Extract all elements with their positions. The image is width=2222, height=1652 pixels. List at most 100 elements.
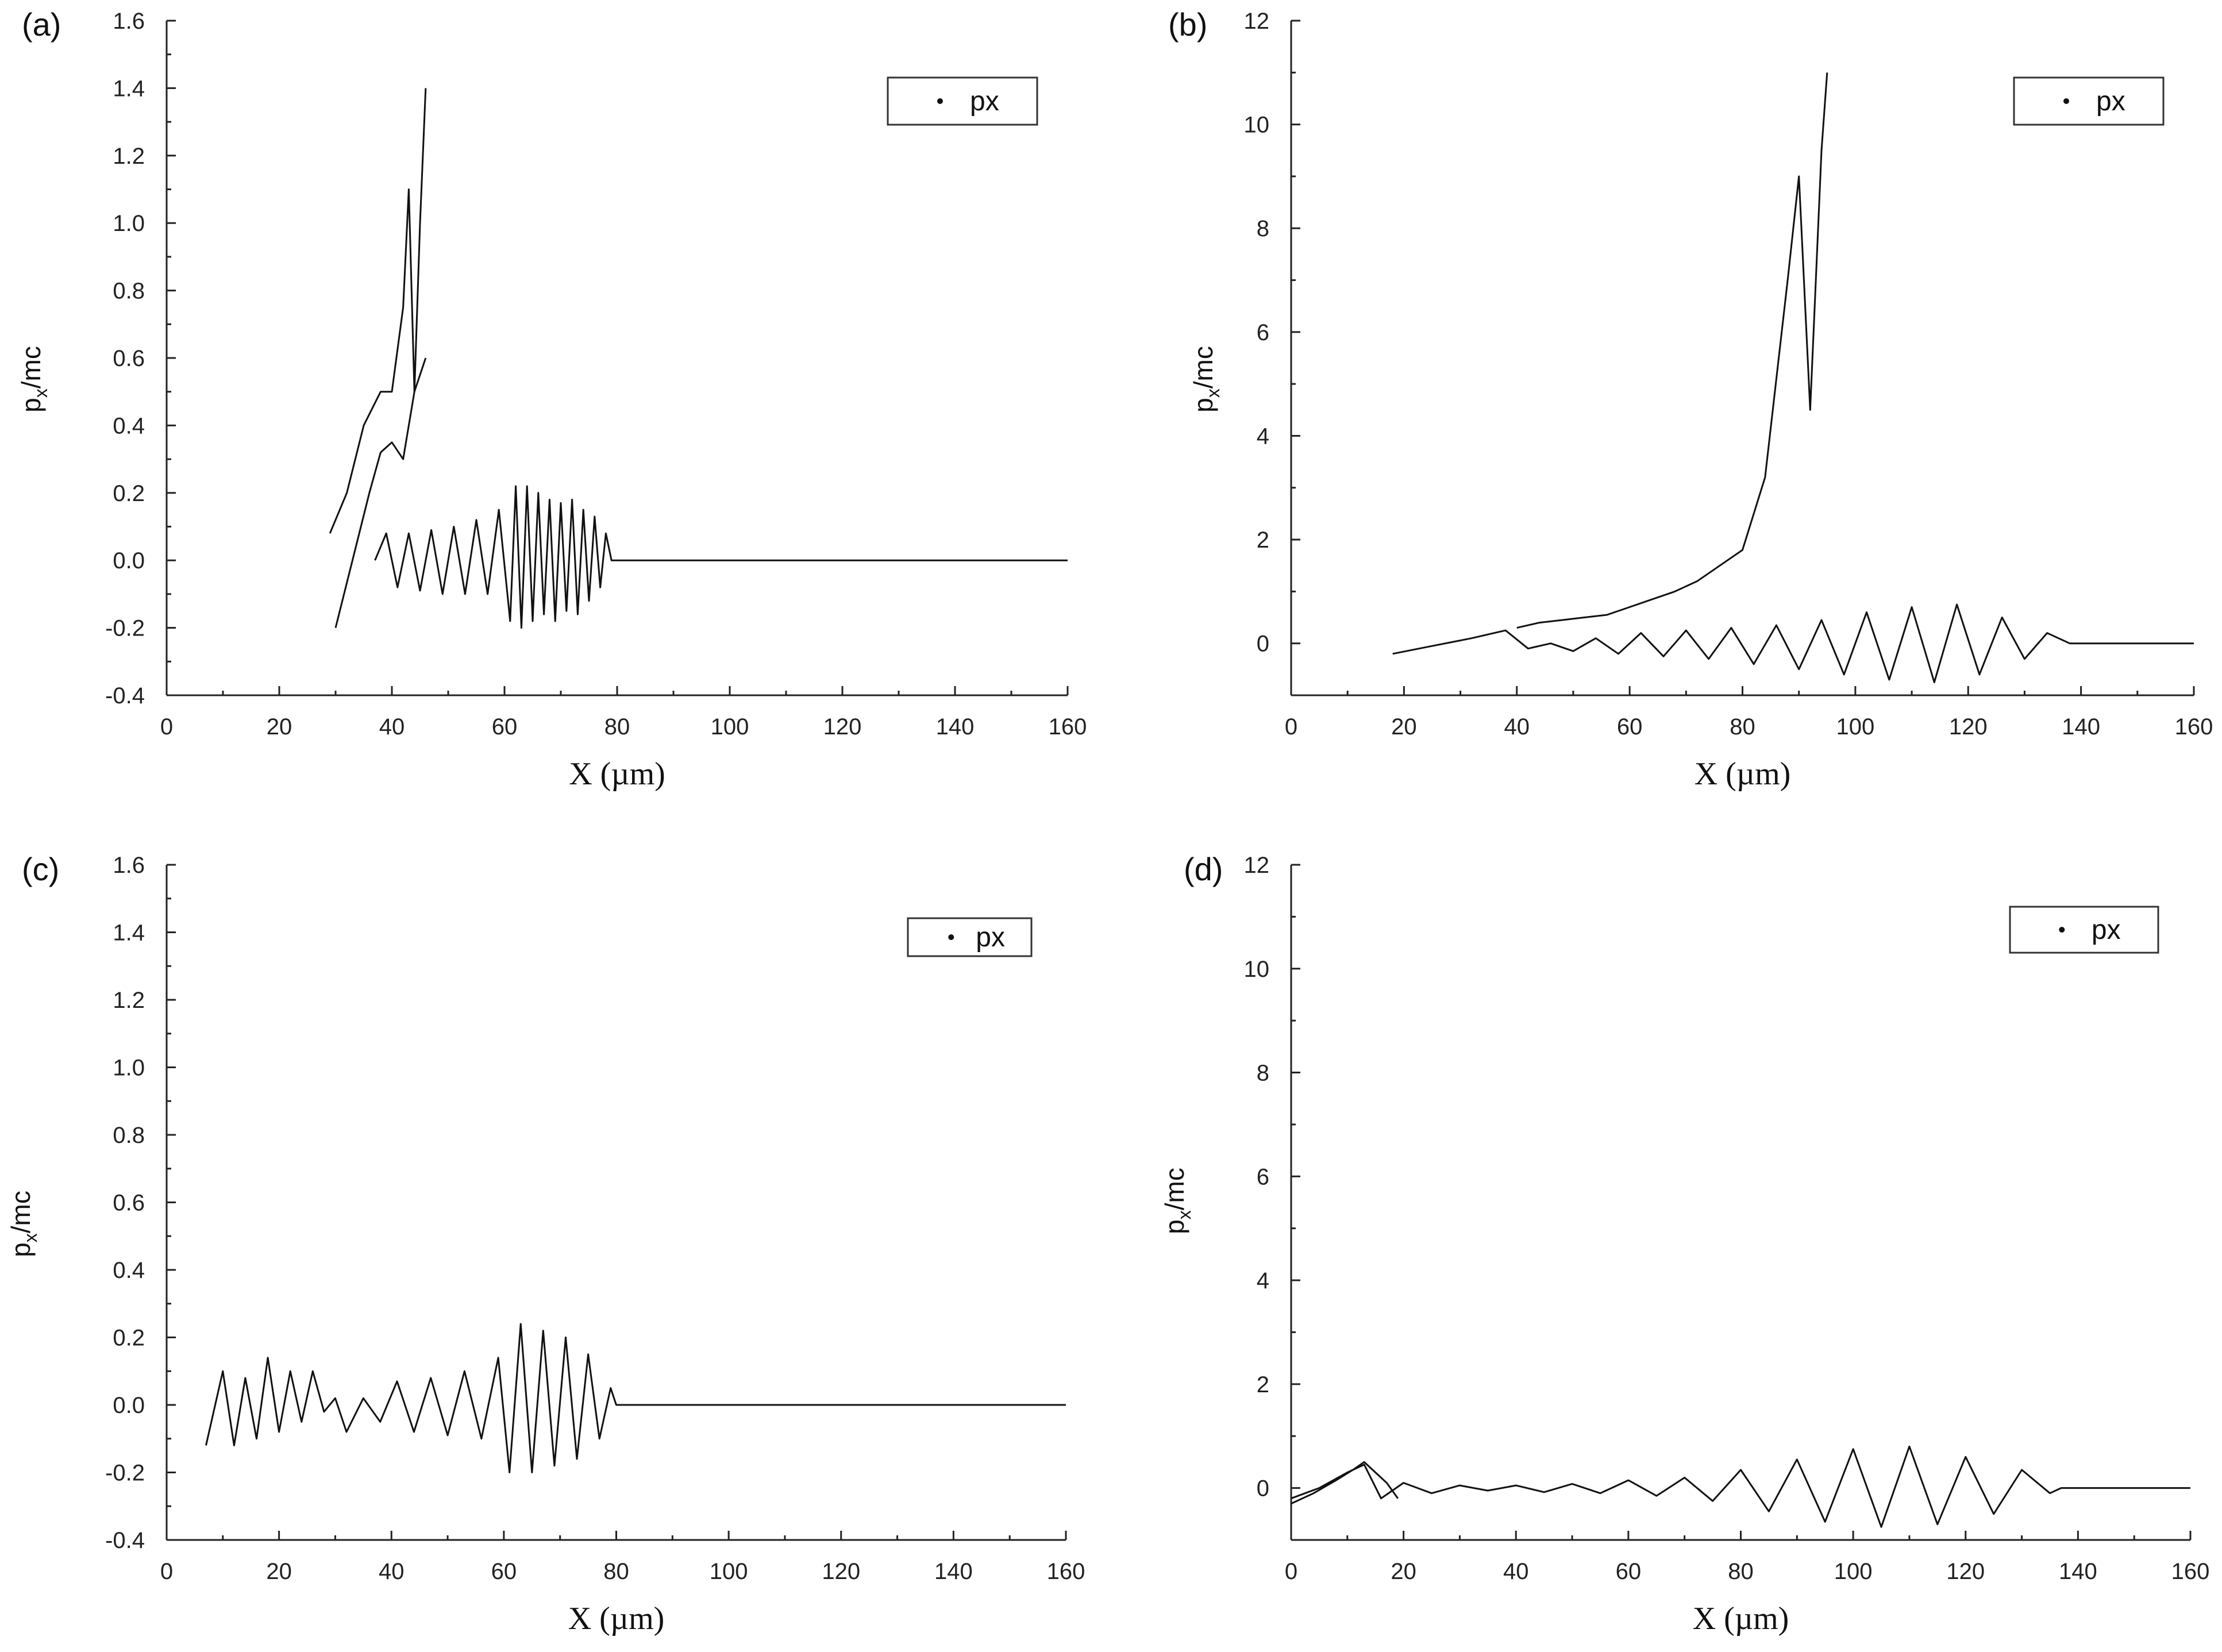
y-tick-label: 1.4 [113, 921, 145, 946]
x-tick-label: 40 [1503, 1559, 1529, 1584]
y-axis-title: px/mc [6, 1191, 41, 1257]
legend-marker [937, 98, 943, 104]
y-tick-label: -0.4 [105, 1528, 145, 1553]
y-tick-label: 0 [1257, 631, 1269, 657]
legend: px [2013, 76, 2165, 126]
y-tick-label: 0.6 [113, 346, 145, 371]
x-axis-title: X (µm) [1695, 756, 1791, 792]
y-tick-label: 1.0 [113, 1056, 145, 1081]
x-axis-title: X (µm) [569, 756, 665, 792]
y-tick-label: 0.4 [113, 413, 145, 438]
legend: px [907, 917, 1033, 957]
y-tick-label: 0.2 [113, 481, 145, 506]
y-tick-label: 8 [1257, 1061, 1269, 1086]
y-tick-label: 8 [1257, 216, 1269, 241]
panel-label: (d) [1184, 851, 1223, 887]
series-px-oscillation [1392, 603, 2194, 683]
y-tick-label: 1.6 [113, 853, 145, 878]
x-tick-label: 60 [1617, 714, 1643, 740]
x-tick-label: 160 [2175, 714, 2213, 740]
x-tick-label: 100 [711, 714, 749, 740]
x-tick-label: 40 [1504, 714, 1530, 740]
y-tick-label: 1.2 [113, 988, 145, 1013]
x-axis-title: X (µm) [1693, 1601, 1789, 1636]
x-tick-label: 40 [379, 1559, 405, 1584]
y-tick-label: 1.0 [113, 211, 145, 236]
y-tick-label: 1.6 [113, 9, 145, 34]
chart-panel-3: (d) 0 20 40 60 80 100 120 140 160 0 2 4 6 8 10 12 X (µm) p… [1160, 851, 2209, 1636]
y-tick-label: 0.2 [113, 1326, 145, 1351]
x-tick-label: 120 [1946, 1559, 1985, 1584]
legend-box [887, 76, 1038, 126]
x-tick-label: 0 [160, 714, 173, 740]
legend-label: px [970, 86, 999, 117]
y-tick-label: 0.6 [113, 1191, 145, 1216]
legend-label: px [976, 922, 1005, 953]
x-tick-label: 140 [936, 714, 975, 740]
chart-panel-1: (b) 0 20 40 60 80 100 120 140 160 0 2 4 6 8 10 12 X (µm) p… [1168, 6, 2213, 792]
x-tick-label: 40 [379, 714, 405, 740]
y-tick-label: 4 [1257, 1268, 1269, 1293]
series-px-oscillation [374, 485, 1068, 629]
y-tick-label: 12 [1244, 853, 1270, 878]
y-tick-label: 0.0 [113, 1393, 145, 1418]
series-px-beam-upper [329, 88, 427, 534]
x-tick-label: 160 [2171, 1559, 2210, 1584]
legend: px [2009, 906, 2159, 954]
y-tick-label: 0.8 [113, 1123, 145, 1148]
x-tick-label: 20 [267, 714, 292, 740]
legend-label: px [2092, 915, 2121, 945]
x-tick-label: 20 [1391, 714, 1417, 740]
x-tick-label: 0 [1285, 1559, 1297, 1584]
legend-marker [948, 934, 954, 940]
y-tick-label: 12 [1244, 9, 1270, 34]
legend-marker [2063, 98, 2069, 104]
series-px-oscillation [1291, 1445, 2190, 1528]
x-tick-label: 120 [1949, 714, 1988, 740]
x-tick-label: 60 [491, 1559, 517, 1584]
y-tick-label: -0.2 [105, 1461, 145, 1486]
x-tick-label: 140 [2062, 714, 2100, 740]
legend-box [907, 917, 1033, 957]
legend-marker [2059, 927, 2065, 933]
x-tick-label: 100 [1836, 714, 1875, 740]
x-tick-label: 120 [823, 714, 862, 740]
x-tick-label: 100 [710, 1559, 748, 1584]
x-tick-label: 160 [1047, 1559, 1085, 1584]
panel-label: (c) [22, 851, 59, 887]
y-tick-label: 1.2 [113, 144, 145, 169]
x-tick-label: 0 [160, 1559, 173, 1584]
y-tick-label: 6 [1257, 1164, 1269, 1189]
y-tick-label: 0.0 [113, 548, 145, 573]
x-tick-label: 80 [1730, 714, 1755, 740]
y-tick-label: 0.8 [113, 279, 145, 304]
y-tick-label: 4 [1257, 423, 1269, 449]
legend: px [887, 76, 1038, 126]
x-tick-label: 80 [1728, 1559, 1754, 1584]
x-tick-label: 20 [266, 1559, 292, 1584]
x-tick-label: 80 [604, 714, 630, 740]
panel-label: (b) [1168, 6, 1207, 43]
y-tick-label: 2 [1257, 1372, 1269, 1397]
series-px-hot-electrons [1291, 1461, 1399, 1505]
x-tick-label: 100 [1834, 1559, 1873, 1584]
series-px-beam-lower [334, 357, 427, 628]
chart-panel-0: (a) 0 20 40 60 80 100 120 140 160 -0.4 -0.2 0.0 0.2 0.… [16, 6, 1087, 792]
y-tick-label: 0 [1257, 1476, 1269, 1501]
y-tick-label: 10 [1244, 113, 1270, 138]
x-tick-label: 20 [1391, 1559, 1416, 1584]
x-axis-title: X (µm) [568, 1601, 665, 1636]
y-tick-label: 1.4 [113, 76, 145, 101]
y-tick-label: 0.4 [113, 1258, 145, 1283]
x-tick-label: 60 [492, 714, 518, 740]
legend-box [2009, 906, 2159, 954]
legend-box [2013, 76, 2165, 126]
x-tick-label: 0 [1285, 714, 1297, 740]
y-tick-label: -0.2 [105, 616, 145, 641]
y-tick-label: -0.4 [105, 683, 145, 708]
series-px-oscillation [205, 1323, 1066, 1473]
chart-panel-2: (c) 0 20 40 60 80 100 120 140 160 -0.4 -0.2 0.0 0.2 0.… [6, 851, 1085, 1636]
panel-label: (a) [22, 6, 61, 43]
x-tick-label: 80 [603, 1559, 629, 1584]
y-tick-label: 2 [1257, 527, 1269, 553]
